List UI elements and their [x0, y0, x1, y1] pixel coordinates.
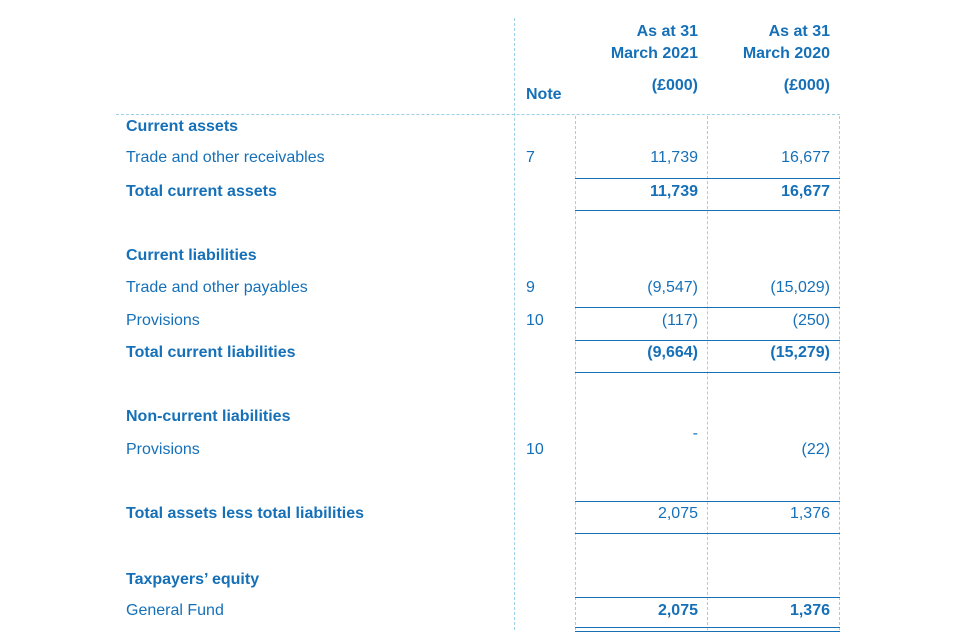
row-label: Provisions: [126, 441, 200, 458]
row-label: Trade and other payables: [126, 279, 308, 296]
rule: [575, 372, 840, 373]
value-2020: 1,376: [789, 505, 830, 522]
rule: [575, 178, 840, 179]
section-current-assets: Current assets: [126, 118, 239, 135]
value-2021: 11,739: [649, 183, 698, 200]
value-2021: (117): [661, 312, 698, 329]
row-label: Total current assets: [126, 183, 277, 200]
col-2020-left-guide: [707, 116, 708, 630]
row-note: 10: [526, 312, 544, 329]
value-2020: 16,677: [781, 149, 830, 166]
value-2020: 1,376: [789, 602, 830, 619]
note-column-guide: [514, 18, 515, 630]
rule: [575, 340, 840, 341]
value-2021: (9,547): [647, 279, 698, 296]
section-current-liabilities: Current liabilities: [126, 247, 257, 264]
value-2021: 11,739: [650, 149, 698, 166]
header-note: Note: [526, 86, 562, 103]
row-label: Provisions: [126, 312, 200, 329]
value-2020: (15,279): [770, 344, 830, 361]
value-2021: 2,075: [657, 505, 698, 522]
rule: [575, 533, 840, 534]
col-2021-left-guide: [575, 116, 576, 630]
rule: [575, 627, 840, 628]
value-2021: -: [692, 425, 698, 442]
header-separator: [116, 114, 840, 115]
header-2021-line1: As at 31: [636, 23, 698, 40]
row-note: 10: [526, 441, 544, 458]
rule: [575, 597, 840, 598]
value-2020: 16,677: [781, 183, 830, 200]
value-2020: (250): [792, 312, 830, 329]
row-note: 7: [526, 149, 535, 166]
header-2020-line2: March 2020: [742, 45, 830, 62]
header-2021-unit: (£000): [651, 77, 698, 94]
row-label: General Fund: [126, 602, 224, 619]
header-2020-unit: (£000): [783, 77, 830, 94]
section-taxpayers-equity: Taxpayers’ equity: [126, 571, 260, 588]
rule: [575, 631, 840, 632]
row-label: Total assets less total liabilities: [126, 505, 365, 522]
value-2021: (9,664): [647, 344, 698, 361]
section-non-current-liabilities: Non-current liabilities: [126, 408, 291, 425]
value-2020: (22): [801, 441, 830, 458]
rule: [575, 210, 840, 211]
rule: [575, 501, 840, 502]
header-2021-line2: March 2021: [610, 45, 698, 62]
value-2020: (15,029): [770, 279, 830, 296]
row-note: 9: [526, 279, 535, 296]
col-2020-right-guide: [839, 116, 840, 630]
rule: [575, 307, 840, 308]
row-label: Total current liabilities: [126, 344, 296, 361]
row-label: Trade and other receivables: [126, 149, 325, 166]
header-2020-line1: As at 31: [768, 23, 830, 40]
value-2021: 2,075: [657, 602, 698, 619]
